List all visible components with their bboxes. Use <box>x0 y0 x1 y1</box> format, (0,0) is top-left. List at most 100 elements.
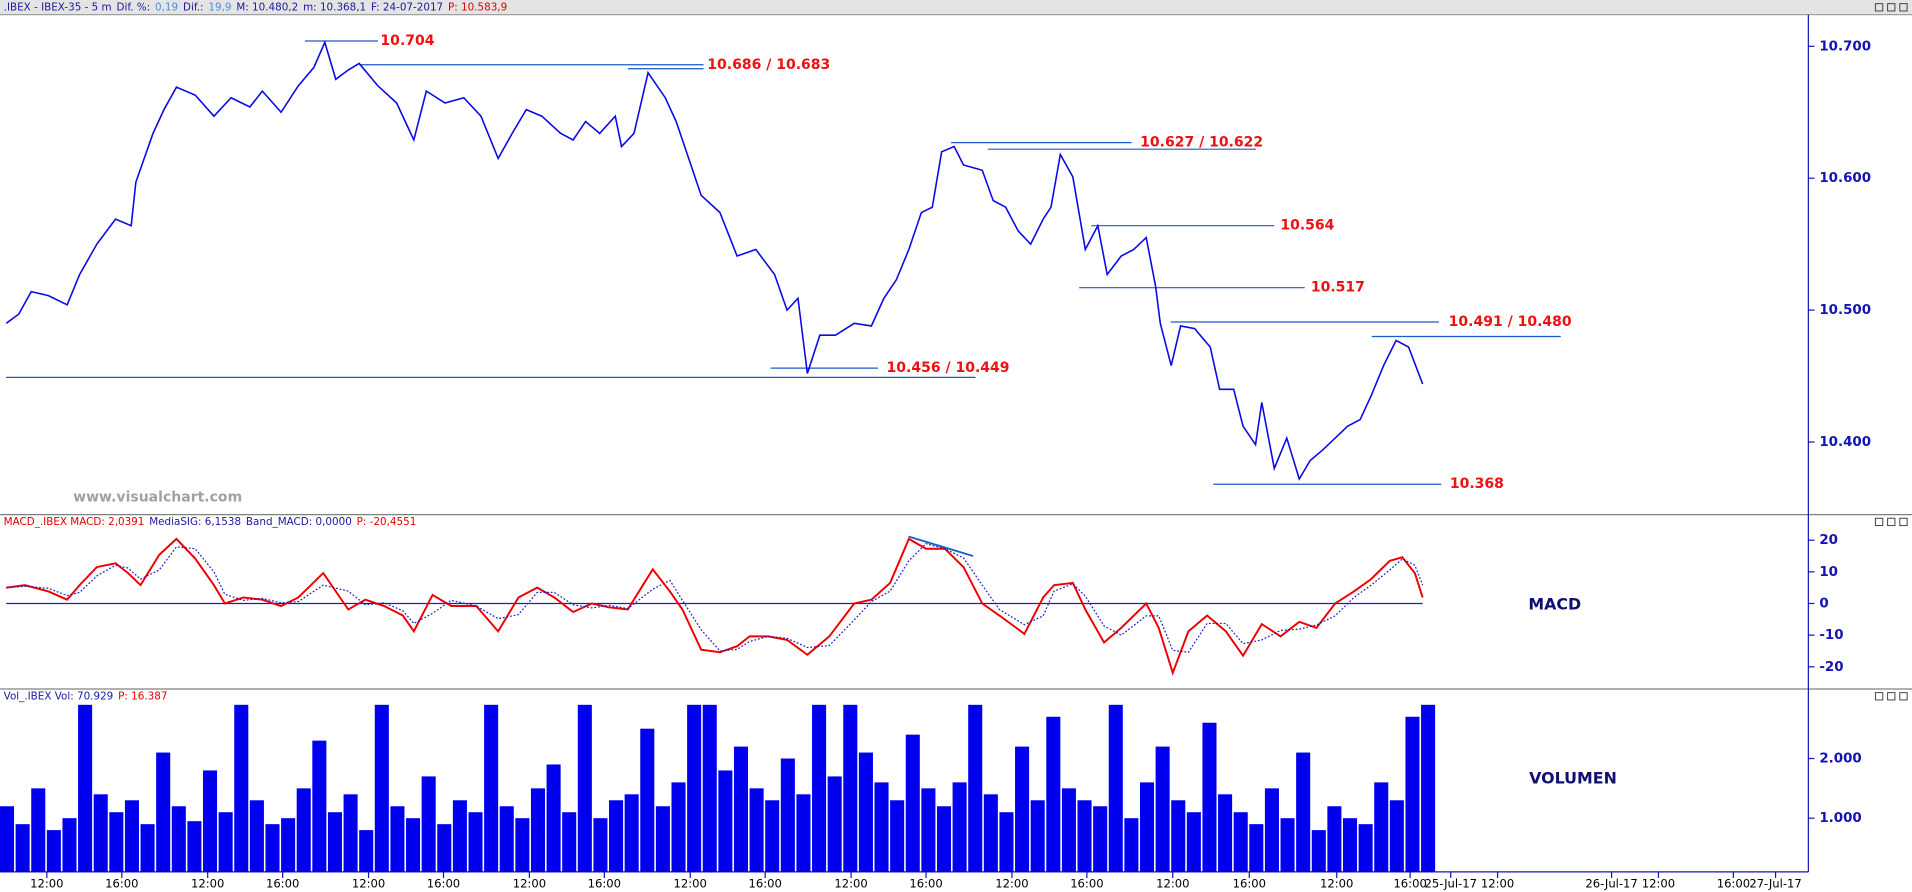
volume-bar <box>952 782 967 872</box>
x-tick-label: 16:00 <box>1717 877 1750 891</box>
level-label: 10.517 <box>1311 280 1365 296</box>
x-tick-label: 12:00 <box>1156 877 1189 891</box>
volume-bar <box>1249 824 1264 872</box>
window-icon <box>1887 3 1896 12</box>
level-label: 10.368 <box>1450 476 1504 492</box>
window-icon <box>1874 517 1884 527</box>
volume-bar <box>1046 716 1061 872</box>
volume-bar <box>1061 788 1076 872</box>
volume-bar <box>203 770 218 872</box>
volume-bar <box>31 788 46 872</box>
volume-bar <box>843 704 858 872</box>
volume-bar <box>827 776 842 872</box>
level-label: 10.704 <box>380 33 434 49</box>
x-tick-label: 25-Jul-17 <box>1425 877 1477 891</box>
volume-bar <box>374 704 389 872</box>
x-tick-label: 12:00 <box>191 877 224 891</box>
volume-bar <box>124 800 139 872</box>
x-tick-label: 16:00 <box>1393 877 1426 891</box>
volume-bar <box>1233 812 1248 872</box>
volume-bar <box>156 752 171 872</box>
y-tick-label: 10.400 <box>1819 435 1871 450</box>
volume-bar <box>1280 818 1295 872</box>
x-tick-label: 12:00 <box>834 877 867 891</box>
volume-bar <box>874 782 889 872</box>
header-item: 19,9 <box>208 1 231 13</box>
level-label: 10.491 / 10.480 <box>1449 314 1572 330</box>
volume-bar <box>406 818 421 872</box>
volume-bar <box>671 782 686 872</box>
y-tick-label: 10.700 <box>1819 39 1871 54</box>
volume-bar <box>218 812 233 872</box>
volume-bar <box>1171 800 1186 872</box>
volume-bar <box>234 704 249 872</box>
volume-bar <box>1311 830 1326 872</box>
y-tick-label: 0 <box>1819 596 1828 611</box>
volume-bar <box>687 704 702 872</box>
volume-bar <box>171 806 186 872</box>
volume-bar <box>1405 716 1420 872</box>
x-tick-label: 12:00 <box>513 877 546 891</box>
y-tick-label: 1.000 <box>1819 811 1861 826</box>
volume-bar <box>78 704 93 872</box>
volume-bar <box>0 806 15 872</box>
panel-header: Vol_.IBEX Vol: 70.929 P: 16.387 <box>4 690 168 702</box>
x-tick-label: 12:00 <box>30 877 63 891</box>
x-tick-label: 12:00 <box>352 877 385 891</box>
header-bar <box>0 0 1912 15</box>
volume-bar <box>437 824 452 872</box>
volume-bar <box>499 806 514 872</box>
header-item: P: -20,4551 <box>357 516 417 528</box>
volume-bar <box>468 812 483 872</box>
volume-bar <box>93 794 108 872</box>
header-item: M: 10.480,2 <box>236 1 298 13</box>
level-label: 10.686 / 10.683 <box>707 57 830 73</box>
volume-bar <box>390 806 405 872</box>
window-icon <box>1887 692 1896 701</box>
x-tick-label: 12:00 <box>674 877 707 891</box>
volume-bar <box>1264 788 1279 872</box>
volume-bar <box>609 800 624 872</box>
volume-bar <box>421 776 436 872</box>
x-tick-label: 26-Jul-17 <box>1585 877 1637 891</box>
volume-bar <box>327 812 342 872</box>
volume-bar <box>702 704 717 872</box>
volume-bar <box>593 818 608 872</box>
header-item: .IBEX - IBEX-35 - 5 m <box>4 1 112 13</box>
volume-bar <box>624 794 639 872</box>
volume-bar <box>140 824 155 872</box>
panel-label: VOLUMEN <box>1529 769 1617 788</box>
volume-bar <box>577 704 592 872</box>
volume-bar <box>780 758 795 872</box>
volume-bar <box>936 806 952 872</box>
volume-bar <box>1077 800 1092 872</box>
header-item: P: 10.583,9 <box>448 1 507 13</box>
window-icon <box>1899 692 1908 701</box>
volume-bar <box>999 812 1014 872</box>
volume-bar <box>858 752 873 872</box>
macd-line <box>6 537 1424 676</box>
volume-bar <box>62 818 77 872</box>
volume-bar <box>1015 746 1030 872</box>
level-label: 10.456 / 10.449 <box>886 360 1009 376</box>
header-item: MediaSIG: 6,1538 <box>149 516 241 528</box>
header-item: Dif.: <box>183 1 204 13</box>
watermark: www.visualchart.com <box>73 490 242 506</box>
x-tick-label: 16:00 <box>105 877 138 891</box>
window-icon <box>1874 692 1884 701</box>
y-tick-label: 10 <box>1819 565 1838 580</box>
volume-bar <box>515 818 530 872</box>
volume-bar <box>562 812 577 872</box>
x-tick-label: 16:00 <box>427 877 460 891</box>
header-item: Vol_.IBEX Vol: 70.929 <box>4 690 114 702</box>
header-item: Dif. %: <box>116 1 150 13</box>
volume-bar <box>15 824 30 872</box>
volume-bar <box>1342 818 1358 872</box>
header-item: MACD_.IBEX MACD: 2,0391 <box>4 516 145 528</box>
volume-bar <box>1218 794 1233 872</box>
volume-bar <box>1093 806 1108 872</box>
window-icon <box>1874 3 1884 12</box>
volume-bar <box>249 800 264 872</box>
volume-bar <box>46 830 61 872</box>
